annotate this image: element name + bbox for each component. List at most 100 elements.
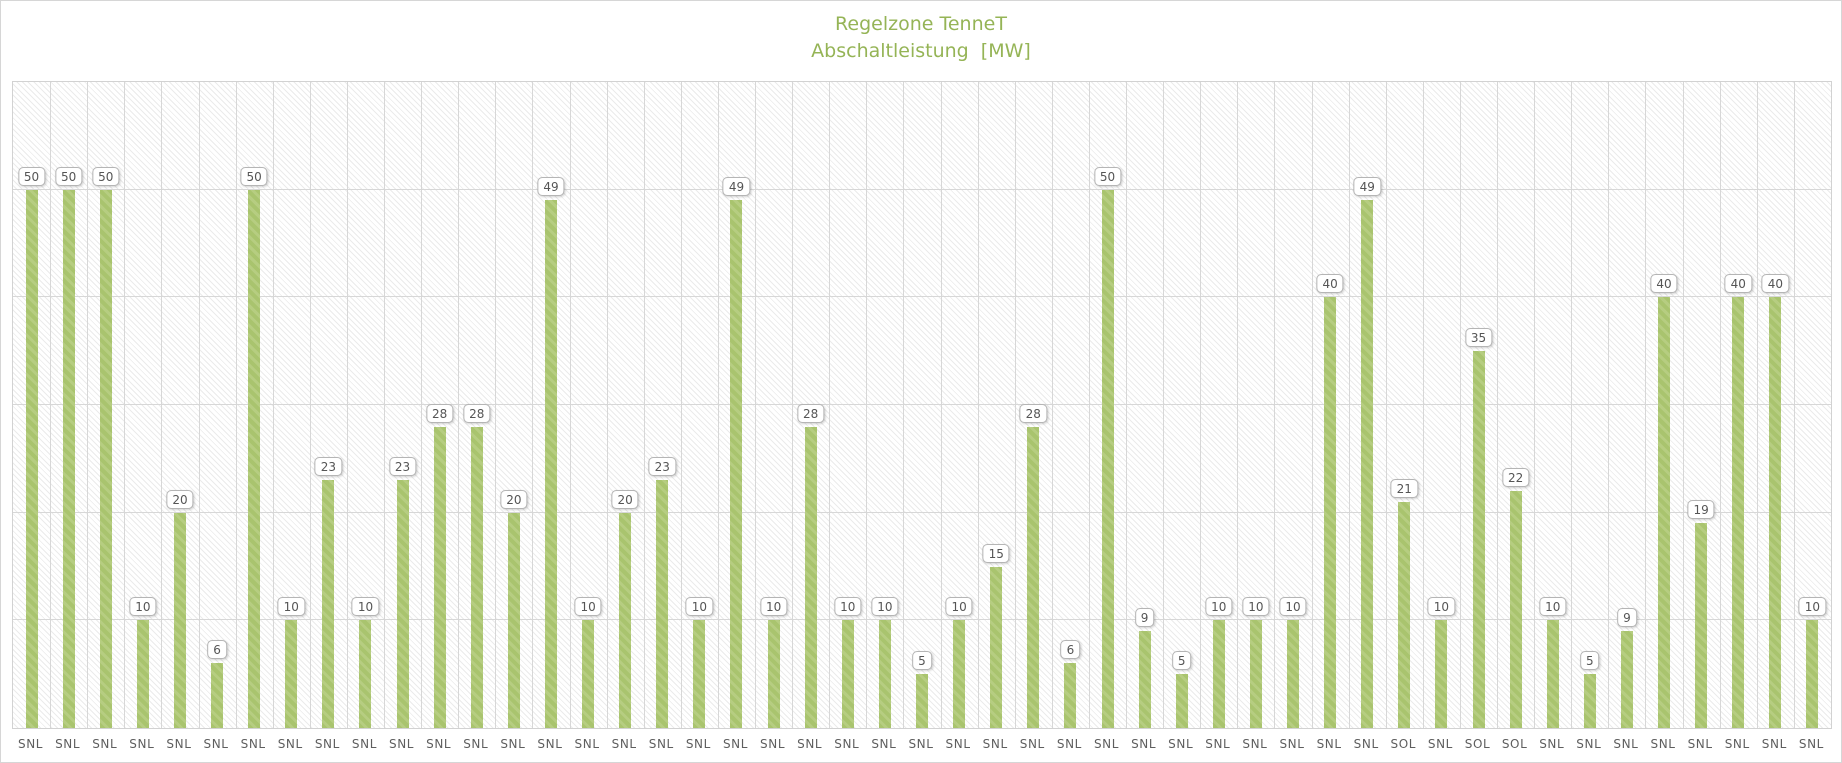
bar-value-label: 20 <box>611 489 639 509</box>
x-axis-label: SNL <box>537 737 563 751</box>
x-axis-label: SNL <box>1019 737 1045 751</box>
bar-1[interactable] <box>25 189 38 728</box>
bar-22[interactable] <box>804 426 817 728</box>
x-axis-label: SNL <box>1205 737 1231 751</box>
bar-48[interactable] <box>1769 297 1782 728</box>
x-axis-label: SNL <box>277 737 303 751</box>
bar-value-label: 20 <box>166 489 194 509</box>
bar-2[interactable] <box>62 189 75 728</box>
bar-19[interactable] <box>693 620 706 728</box>
bar-43[interactable] <box>1583 674 1596 728</box>
x-axis-label: SNL <box>18 737 44 751</box>
bar-29[interactable] <box>1064 663 1077 728</box>
gridline-v <box>1459 82 1461 728</box>
bar-30[interactable] <box>1101 189 1114 728</box>
bar-12[interactable] <box>433 426 446 728</box>
bar-44[interactable] <box>1620 631 1633 728</box>
bar-39[interactable] <box>1435 620 1448 728</box>
gridline-v <box>606 82 608 728</box>
gridline-v <box>866 82 868 728</box>
plot-area: 50 50 50 10 20 6 50 10 23 10 23 28 28 20 49 10 20 23 10 49 1… <box>12 81 1832 729</box>
bar-31[interactable] <box>1138 631 1151 728</box>
gridline-h <box>13 619 1831 621</box>
x-axis-label: SNL <box>1093 737 1120 751</box>
bar-14[interactable] <box>507 512 520 728</box>
bar-27[interactable] <box>990 566 1003 728</box>
bar-40[interactable] <box>1472 351 1485 728</box>
bar-21[interactable] <box>767 620 780 728</box>
bar-value-label: 6 <box>207 640 227 660</box>
bar-38[interactable] <box>1398 501 1411 728</box>
bar-value-label: 28 <box>797 403 825 423</box>
bar-value-label: 10 <box>1205 597 1233 617</box>
bar-36[interactable] <box>1324 297 1337 728</box>
bar-value-label: 40 <box>1316 274 1344 294</box>
gridline-v <box>346 82 348 728</box>
bar-17[interactable] <box>619 512 632 728</box>
bar-46[interactable] <box>1695 523 1708 728</box>
x-axis-label: SNL <box>908 737 934 751</box>
bar-37[interactable] <box>1361 200 1374 728</box>
bar-value-label: 10 <box>574 597 602 617</box>
bar-25[interactable] <box>916 674 928 728</box>
x-axis-label: SNL <box>1131 737 1157 751</box>
bar-32[interactable] <box>1175 674 1188 728</box>
x-axis-label: SNL <box>240 737 266 751</box>
bar-value-label: 10 <box>1539 597 1567 617</box>
bar-3[interactable] <box>99 189 112 728</box>
gridline-v <box>1571 82 1573 728</box>
x-axis-label: SNL <box>760 737 786 751</box>
gridline-v <box>50 82 52 728</box>
bar-8[interactable] <box>285 620 298 728</box>
x-axis-label: SNL <box>1353 737 1379 751</box>
x-axis-label: SNL <box>611 737 637 751</box>
bar-33[interactable] <box>1212 620 1225 728</box>
bar-9[interactable] <box>322 480 335 728</box>
bar-value-label: 28 <box>463 403 491 423</box>
gridline-v <box>458 82 460 728</box>
x-axis-label: SNL <box>351 737 378 751</box>
x-axis-label: SNL <box>648 737 674 751</box>
x-axis-label: SNL <box>945 737 971 751</box>
bar-28[interactable] <box>1027 426 1040 728</box>
bar-value-label: 10 <box>834 597 862 617</box>
bar-value-label: 10 <box>685 597 714 617</box>
x-axis-label: SNL <box>314 737 340 751</box>
gridline-v <box>1274 82 1276 728</box>
bar-4[interactable] <box>136 620 149 728</box>
bar-34[interactable] <box>1249 620 1262 728</box>
bar-15[interactable] <box>544 200 557 728</box>
bar-23[interactable] <box>841 620 854 728</box>
bar-16[interactable] <box>582 620 595 728</box>
bar-45[interactable] <box>1658 297 1671 728</box>
bar-11[interactable] <box>396 480 409 728</box>
bar-value-label: 19 <box>1687 500 1715 520</box>
bar-5[interactable] <box>173 512 186 728</box>
gridline-v <box>532 82 534 728</box>
x-axis-label: SNL <box>982 737 1008 751</box>
bar-value-label: 10 <box>1242 597 1270 617</box>
x-axis-label: SNL <box>389 737 415 751</box>
bar-26[interactable] <box>953 620 966 728</box>
gridline-v <box>1385 82 1387 728</box>
bar-value-label: 9 <box>1134 608 1155 628</box>
gridline-v <box>1422 82 1424 728</box>
x-axis-label: SNL <box>1168 737 1194 751</box>
x-axis-label: SNL <box>722 737 749 751</box>
bar-7[interactable] <box>248 189 261 728</box>
bar-6[interactable] <box>211 663 224 728</box>
gridline-v <box>1682 82 1684 728</box>
gridline-v <box>755 82 757 728</box>
bar-value-label: 9 <box>1617 608 1637 628</box>
bar-10[interactable] <box>359 620 372 728</box>
x-axis-label: SOL <box>1501 737 1528 751</box>
bar-47[interactable] <box>1732 297 1745 728</box>
bar-18[interactable] <box>656 480 669 728</box>
bar-13[interactable] <box>470 426 483 728</box>
bar-35[interactable] <box>1287 620 1300 728</box>
bar-42[interactable] <box>1546 620 1559 728</box>
bar-41[interactable] <box>1509 491 1522 728</box>
bar-49[interactable] <box>1806 620 1819 728</box>
bar-24[interactable] <box>878 620 891 728</box>
bar-20[interactable] <box>730 200 743 728</box>
